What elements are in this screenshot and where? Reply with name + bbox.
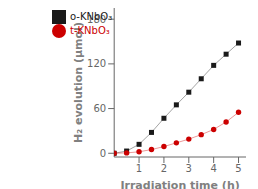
svg-text:0: 0: [100, 148, 106, 159]
svg-text:4: 4: [210, 163, 216, 174]
svg-text:3: 3: [186, 163, 192, 174]
svg-text:120: 120: [87, 58, 106, 69]
svg-text:2: 2: [161, 163, 167, 174]
svg-text:1: 1: [136, 163, 142, 174]
svg-text:Irradiation time (h): Irradiation time (h): [120, 179, 239, 189]
svg-text:180: 180: [87, 14, 106, 25]
svg-text:60: 60: [93, 103, 106, 114]
svg-text:H₂ evolution (μmol): H₂ evolution (μmol): [72, 22, 85, 143]
svg-text:5: 5: [235, 163, 241, 174]
